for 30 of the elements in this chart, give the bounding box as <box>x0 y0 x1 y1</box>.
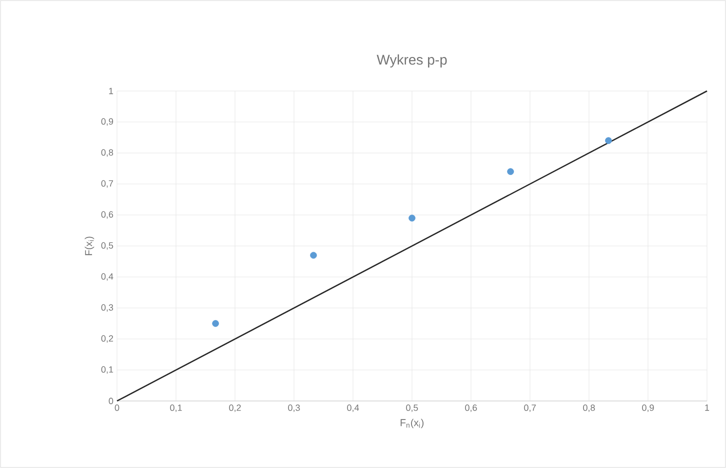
point <box>605 137 612 144</box>
x-tick-label: 0 <box>114 404 120 411</box>
x-tick-label: 0,5 <box>406 404 418 412</box>
point <box>212 320 219 327</box>
x-tick-label: 0,2 <box>229 404 241 412</box>
y-tick-label: 0,1 <box>101 366 114 374</box>
x-tick-label: 1 <box>705 404 710 411</box>
y-tick-label: 0 <box>108 398 114 404</box>
y-tick-label: 0,5 <box>101 242 114 250</box>
point <box>408 214 416 222</box>
y-tick-label: 0,9 <box>101 118 114 126</box>
chart-title: Wykres p-p <box>376 54 447 68</box>
y-tick-label: 1 <box>109 88 114 94</box>
y-tick-label: 0,3 <box>101 304 114 312</box>
x-tick-label: 0,6 <box>465 404 477 412</box>
x-tick-label: 0,9 <box>642 404 654 412</box>
y-tick-label: 0,2 <box>101 335 114 343</box>
y-tick-label: 0,7 <box>101 180 114 188</box>
x-tick-label: 0,3 <box>288 404 300 412</box>
point <box>310 252 317 259</box>
x-tick-label: 0,7 <box>524 404 536 412</box>
x-tick-label: 0,4 <box>347 404 359 412</box>
x-axis-title: F$_{n}$(x$_{i}$) <box>400 418 424 428</box>
y-tick-label: 0,6 <box>101 211 114 219</box>
point <box>507 168 514 175</box>
y-tick-label: 0,8 <box>101 149 114 157</box>
y-axis-title: F(x$_{i}$) <box>84 236 94 256</box>
y-tick-label: 0,4 <box>101 273 114 281</box>
x-tick-label: 0,1 <box>170 404 182 412</box>
x-tick-label: 0,8 <box>583 404 595 412</box>
